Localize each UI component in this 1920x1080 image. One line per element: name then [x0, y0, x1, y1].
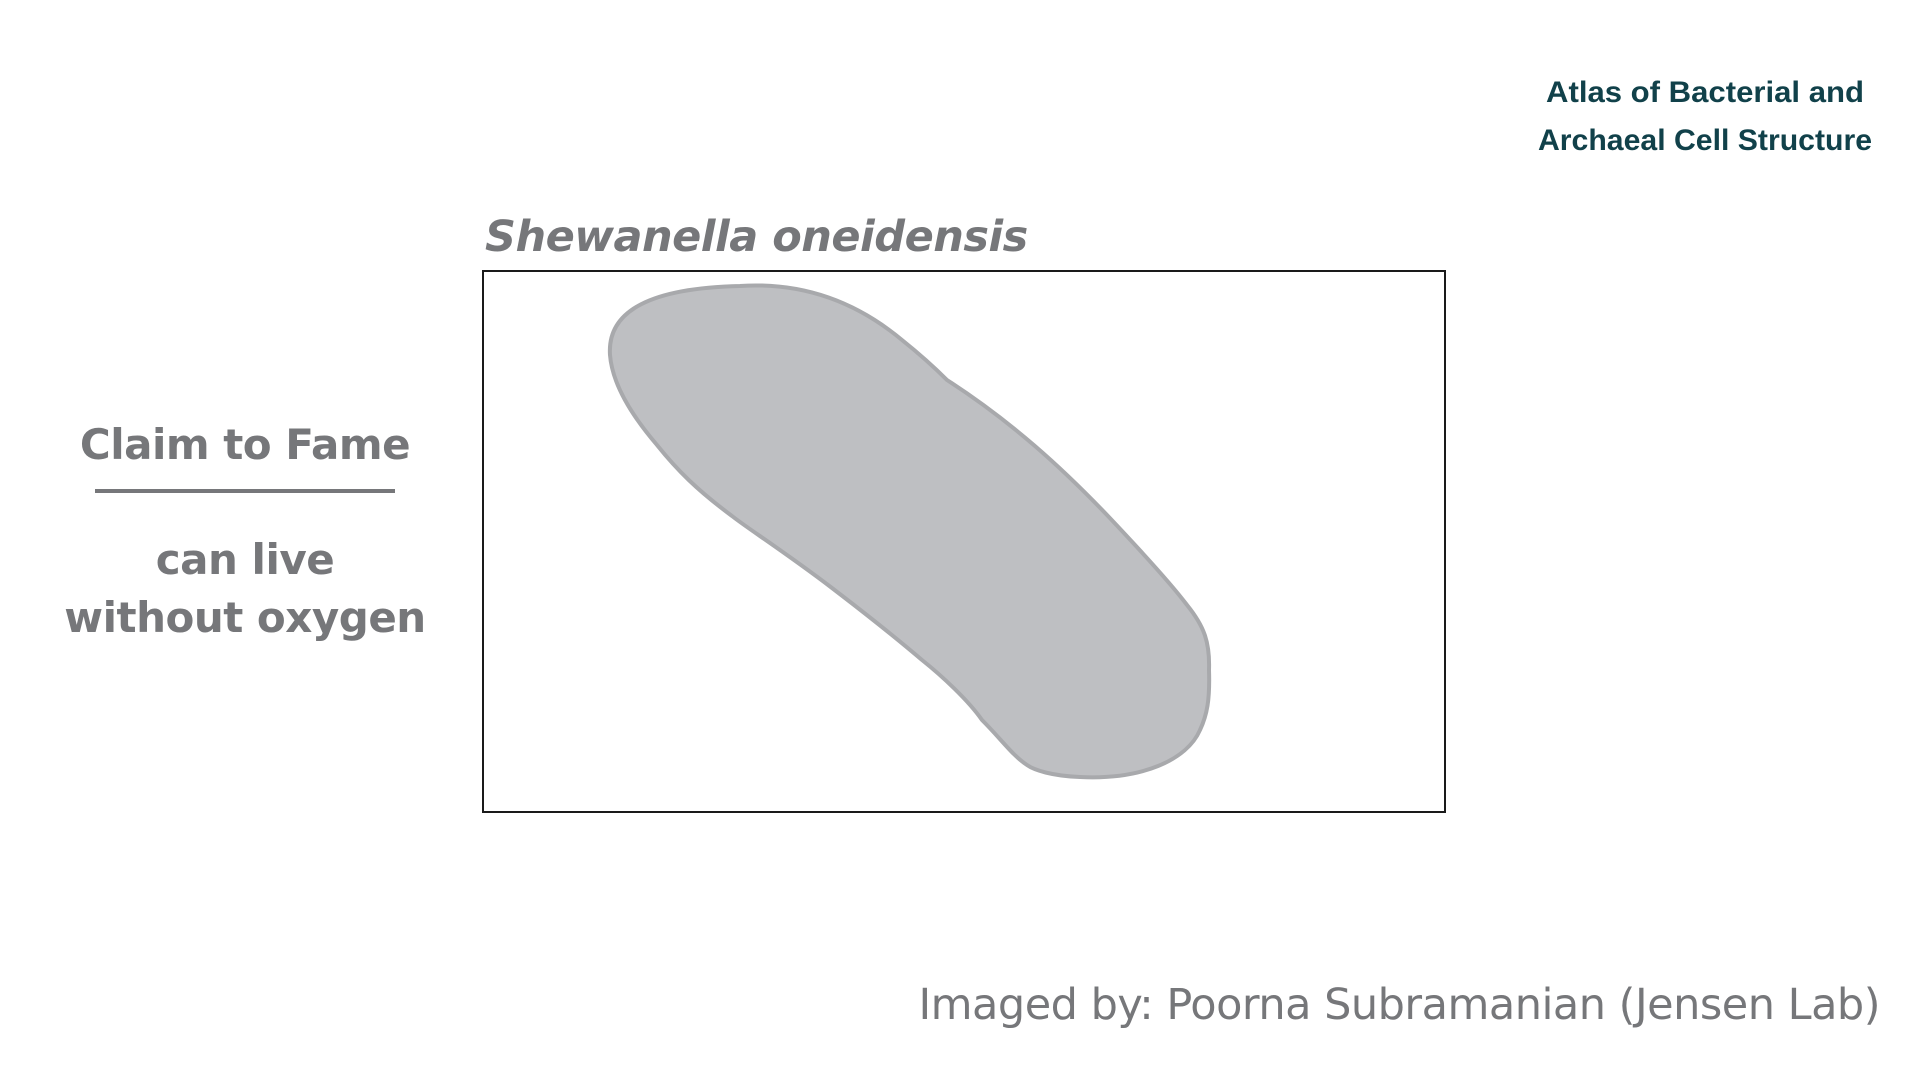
imaging-credit: Imaged by: Poorna Subramanian (Jensen La…	[918, 980, 1880, 1030]
logo-line-2: Archaeal Cell Structure	[1538, 124, 1872, 157]
claim-to-fame-panel: Claim to Fame can live without oxygen	[60, 420, 430, 647]
logo-line-1: Atlas of Bacterial and	[1546, 76, 1864, 109]
cell-image-frame	[482, 270, 1446, 813]
claim-heading: Claim to Fame	[79, 420, 411, 469]
species-title: Shewanella oneidensis	[485, 212, 1028, 262]
cell-illustration	[607, 283, 1212, 780]
atlas-logo: Atlas of Bacterial and Archaeal Cell Str…	[1538, 58, 1878, 158]
atlas-logo-graphic: Atlas of Bacterial and Archaeal Cell Str…	[1538, 76, 1872, 157]
bacterial-cell-shape	[607, 283, 1212, 780]
claim-divider	[95, 489, 395, 493]
claim-text: can live without oxygen	[64, 535, 426, 642]
